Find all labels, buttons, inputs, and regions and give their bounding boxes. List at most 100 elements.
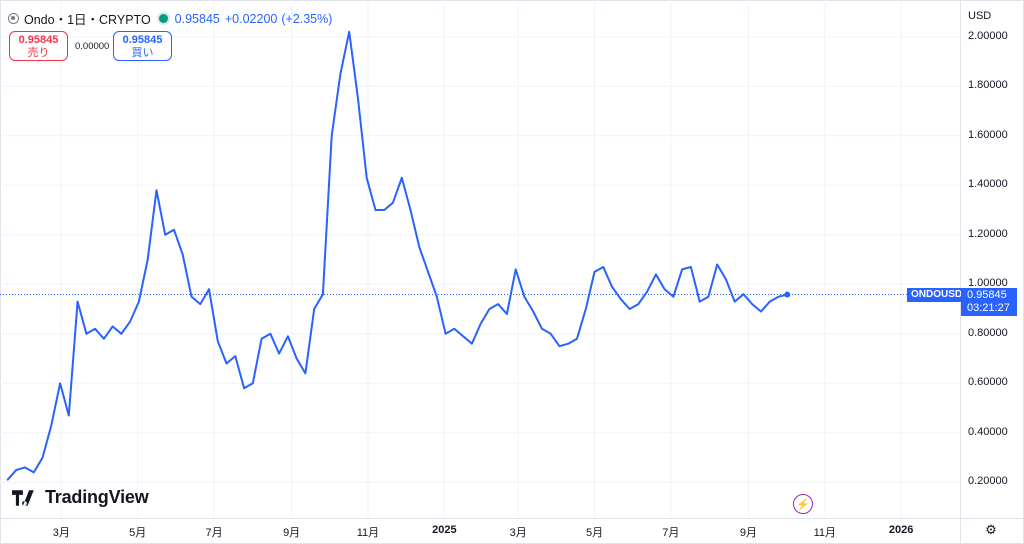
data-point <box>278 352 280 355</box>
time-tick-label: 3月 <box>52 527 70 539</box>
time-tick-label: 2026 <box>888 524 914 536</box>
data-point <box>41 456 44 459</box>
data-point <box>357 97 359 100</box>
data-points <box>6 31 789 481</box>
data-point <box>6 479 9 481</box>
time-tick-label: 11月 <box>356 527 380 539</box>
data-point <box>768 300 771 303</box>
data-point <box>85 332 88 335</box>
data-point <box>471 342 473 345</box>
data-point <box>94 328 96 330</box>
chart-grid <box>0 0 960 518</box>
data-point <box>103 337 105 340</box>
data-point <box>523 295 526 298</box>
buy-price: 0.95845 <box>122 34 163 46</box>
data-point <box>453 328 456 330</box>
data-point <box>620 298 622 300</box>
data-point <box>567 342 570 345</box>
data-point <box>348 31 351 33</box>
time-tick-label: 9月 <box>283 527 301 539</box>
data-point <box>418 246 421 248</box>
sell-button[interactable]: 0.95845 売り <box>9 31 68 61</box>
data-point <box>322 293 324 295</box>
live-dot-icon <box>158 14 168 23</box>
data-point <box>190 295 193 298</box>
data-point <box>339 73 342 75</box>
data-point <box>707 295 710 298</box>
last-price-point <box>784 291 791 298</box>
price-tick-label: 1.80000 <box>968 79 1008 92</box>
last-price-value: 0.95845 <box>967 288 1007 301</box>
data-point <box>409 209 412 211</box>
data-point <box>155 189 158 192</box>
currency-select[interactable]: USD <box>968 10 992 22</box>
data-point <box>716 263 718 266</box>
data-point <box>59 382 61 385</box>
buy-button[interactable]: 0.95845 買い <box>113 31 172 61</box>
symbol-icon <box>8 13 19 24</box>
data-point <box>751 303 754 305</box>
price-tick-label: 0.80000 <box>968 326 1008 339</box>
time-axis[interactable] <box>0 518 960 544</box>
tradingview-logo[interactable]: TradingView <box>12 487 149 508</box>
symbol-title[interactable]: Ondo・1日・CRYPTO <box>24 13 151 27</box>
data-point <box>365 177 368 179</box>
data-point <box>330 134 333 137</box>
price-tick-label: 0.40000 <box>968 425 1008 438</box>
data-point <box>260 337 263 340</box>
data-point <box>655 273 657 276</box>
sell-price: 0.95845 <box>18 34 59 46</box>
data-point <box>400 177 403 179</box>
data-point <box>427 271 429 273</box>
series-layer <box>6 30 789 481</box>
brand-wordmark: TradingView <box>45 487 149 507</box>
data-point <box>32 471 35 474</box>
data-point <box>514 268 517 271</box>
data-point <box>576 337 578 340</box>
time-tick-label: 2025 <box>432 524 457 536</box>
price-tick-label: 2.00000 <box>968 29 1008 42</box>
series-symbol-label: ONDOUSD <box>907 287 967 302</box>
data-point <box>234 355 237 357</box>
data-point <box>497 303 499 305</box>
price-axis[interactable] <box>960 0 1024 518</box>
data-point <box>181 253 184 256</box>
time-tick-label: 11月 <box>813 527 837 539</box>
lightning-icon[interactable]: ⚡ <box>793 494 813 514</box>
data-point <box>506 313 508 315</box>
settings-icon[interactable]: ⚙ <box>985 522 997 537</box>
price-tick-label: 1.00000 <box>968 277 1008 290</box>
header-price: 0.95845 <box>174 11 220 26</box>
symbol-header[interactable]: Ondo・1日・CRYPTO 0.95845 +0.02200 (+2.35%) <box>8 9 332 28</box>
time-tick-label: 9月 <box>739 527 758 539</box>
data-point <box>672 295 675 298</box>
data-point <box>733 300 736 303</box>
data-point <box>628 308 631 310</box>
data-point <box>602 266 605 268</box>
data-point <box>295 357 298 360</box>
time-tick-label: 7月 <box>205 527 223 539</box>
data-point <box>138 300 140 303</box>
data-point <box>444 332 447 335</box>
data-point <box>383 209 386 211</box>
tradingview-logo-icon <box>12 489 34 506</box>
header-change: +0.02200 <box>224 11 278 26</box>
data-point <box>120 332 123 335</box>
data-point <box>129 320 131 323</box>
bar-countdown: 03:21:27 <box>967 301 1010 314</box>
data-point <box>216 340 219 343</box>
chart-plot-area[interactable] <box>0 0 960 518</box>
data-point <box>760 310 762 313</box>
last-price-label: 0.95845 03:21:27 <box>961 287 1017 316</box>
data-point <box>146 258 149 261</box>
data-point <box>532 310 534 313</box>
axis-corner <box>960 518 1024 544</box>
data-point <box>24 466 26 469</box>
data-point <box>392 201 394 204</box>
time-tick-label: 5月 <box>129 527 147 539</box>
data-point <box>462 335 464 338</box>
data-point <box>698 300 701 303</box>
data-point <box>15 469 18 471</box>
data-point <box>725 278 727 281</box>
price-chart[interactable] <box>0 0 960 518</box>
